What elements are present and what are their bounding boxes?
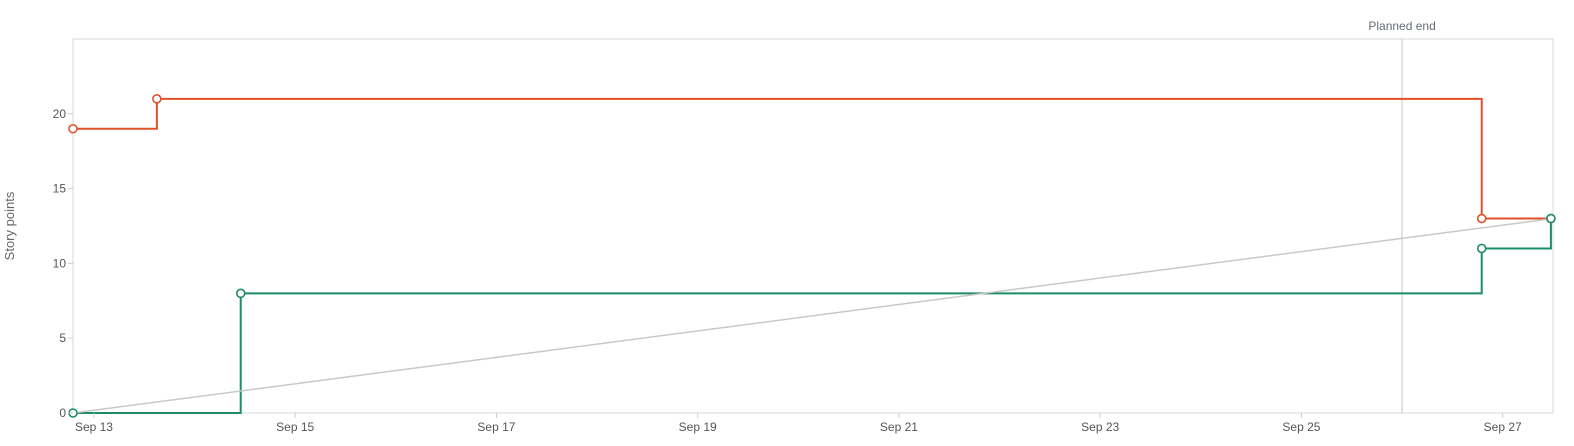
series-line-1 <box>73 97 1551 220</box>
series-point-1 <box>68 123 78 134</box>
plot-frame <box>72 38 1554 414</box>
annotations: Planned end <box>1368 19 1436 413</box>
x-tick-label: Sep 21 <box>880 420 918 434</box>
axes: 0 5 10 15 20 Sep 13 Sep 15 Sep 17 Sep 19 Sep 21 Se… <box>53 107 1522 434</box>
y-tick-label: 5 <box>59 331 66 345</box>
x-tick-label: Sep 23 <box>1081 420 1119 434</box>
y-axis-title: Story points <box>2 191 17 260</box>
y-tick-label: 20 <box>53 107 67 121</box>
x-tick-label: Sep 25 <box>1282 420 1320 434</box>
plot-area <box>72 38 1554 414</box>
x-tick-label: Sep 27 <box>1484 420 1522 434</box>
planned-end-label: Planned end <box>1368 19 1435 33</box>
series-point-2 <box>1476 243 1487 254</box>
series-point-1 <box>1476 213 1487 224</box>
x-tick-label: Sep 13 <box>75 420 113 434</box>
y-tick-label: 10 <box>53 256 67 270</box>
y-tick-label: 15 <box>53 182 67 196</box>
y-tick-label: 0 <box>59 406 66 420</box>
x-tick-label: Sep 17 <box>477 420 515 434</box>
series-layer <box>72 97 1554 414</box>
series-point-1 <box>152 94 162 104</box>
series-line-3 <box>72 217 1554 414</box>
markers-layer <box>68 94 1556 418</box>
series-point-2 <box>1546 213 1556 224</box>
series-point-2 <box>235 288 246 299</box>
series-line-2 <box>73 218 1552 414</box>
x-tick-label: Sep 15 <box>276 420 314 434</box>
x-tick-label: Sep 19 <box>679 420 717 434</box>
